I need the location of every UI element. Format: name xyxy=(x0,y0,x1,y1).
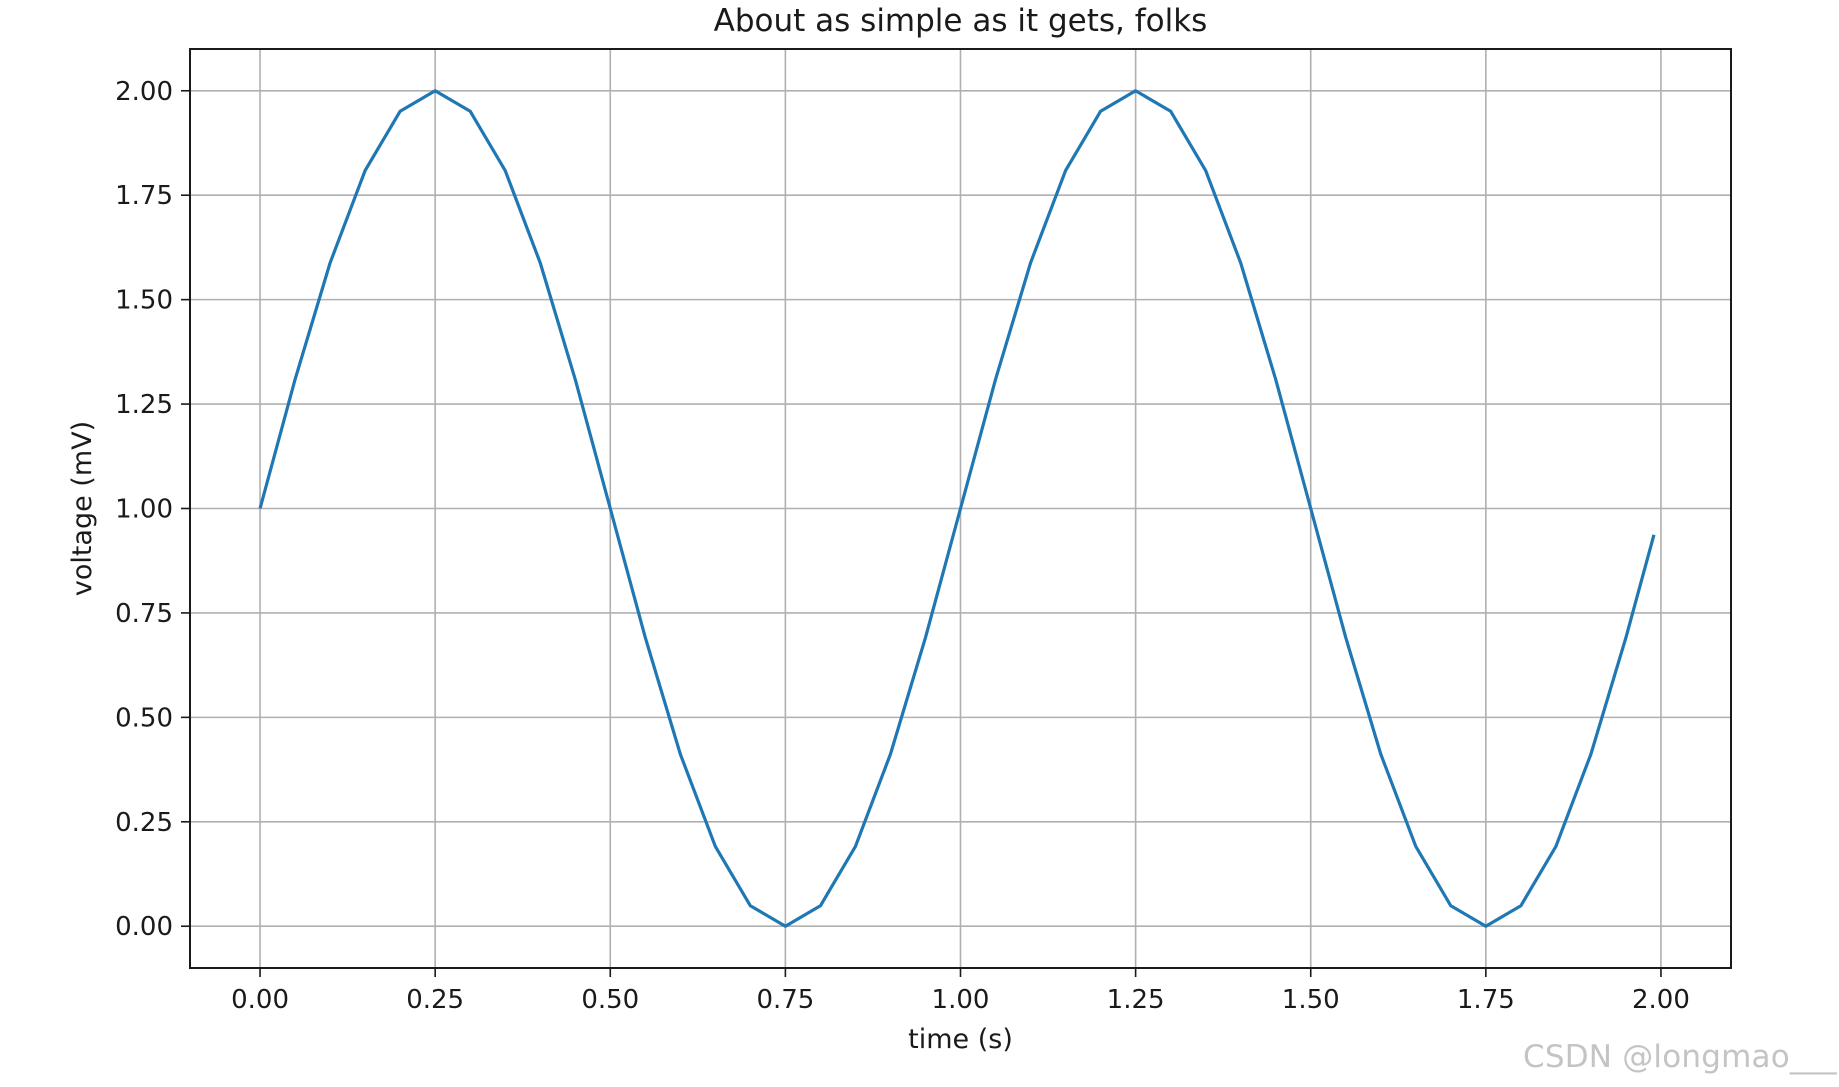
x-axis-label: time (s) xyxy=(908,1024,1013,1055)
series-line xyxy=(258,89,1656,928)
chart-title: About as simple as it gets, folks xyxy=(714,3,1208,39)
x-tick-label: 0.25 xyxy=(406,985,464,1015)
x-tick-label: 1.75 xyxy=(1457,985,1515,1015)
x-tick-label: 2.00 xyxy=(1632,985,1690,1015)
x-tick-label: 0.50 xyxy=(581,985,639,1015)
y-tick-label: 1.50 xyxy=(115,286,173,316)
y-tick-label: 2.00 xyxy=(115,77,173,107)
x-tick-label: 1.00 xyxy=(932,985,990,1015)
y-tick-label: 1.25 xyxy=(115,390,173,420)
y-tick-label: 0.50 xyxy=(115,703,173,733)
axis-ticks: 0.00 0.25 0.50 0.75 1.00 1.25 1.50 1.75 2.00 0.00… xyxy=(115,77,1690,1015)
y-tick-label: 1.00 xyxy=(115,495,173,525)
y-tick-label: 1.75 xyxy=(115,181,173,211)
y-axis-label: voltage (mV) xyxy=(67,421,98,596)
x-tick-label: 0.00 xyxy=(231,985,289,1015)
x-tick-label: 1.50 xyxy=(1282,985,1340,1015)
y-tick-label: 0.00 xyxy=(115,912,173,942)
y-tick-label: 0.25 xyxy=(115,808,173,838)
x-tick-label: 1.25 xyxy=(1107,985,1165,1015)
y-tick-label: 0.75 xyxy=(115,599,173,629)
x-tick-label: 0.75 xyxy=(756,985,814,1015)
watermark-text: CSDN @longmao___ xyxy=(1522,1039,1837,1075)
series-layer xyxy=(258,89,1656,928)
